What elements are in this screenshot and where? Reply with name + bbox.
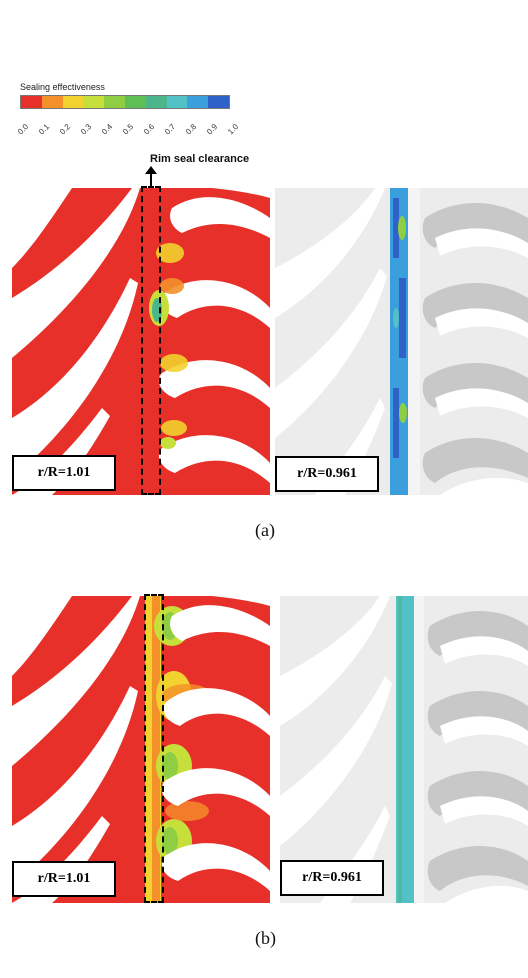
radius-label-a-left: r/R=1.01 (12, 455, 116, 491)
radius-label-b-left: r/R=1.01 (12, 861, 116, 897)
rim-seal-box-b (144, 594, 164, 903)
colorbar-segment (187, 96, 209, 108)
colorbar-segment (124, 96, 146, 108)
radius-label-a-right: r/R=0.961 (275, 456, 379, 492)
colorbar-segment (145, 96, 167, 108)
panel-a-geometry-plot (275, 188, 528, 495)
colorbar-tick-label: 1.0 (226, 122, 241, 137)
colorbar-segment (41, 96, 63, 108)
panel-b-contour: r/R=1.01 (12, 596, 270, 903)
colorbar-segment (21, 96, 42, 108)
colorbar-tick-label: 0.3 (79, 122, 94, 137)
colorbar-tick-label: 0.4 (100, 122, 115, 137)
colorbar-segment (83, 96, 105, 108)
panel-a-geometry: r/R=0.961 (275, 188, 528, 495)
colorbar-segment (166, 96, 188, 108)
colorbar-segment (208, 96, 229, 108)
colorbar-tick-label: 0.6 (142, 122, 157, 137)
colorbar-segment (104, 96, 125, 108)
colorbar-tick-label: 0.7 (163, 122, 178, 137)
colorbar-ticks: 0.0 0.1 0.2 0.3 0.4 0.5 0.6 0.7 0.8 0.9 1.0 (10, 114, 250, 138)
caption-a: (a) (255, 520, 275, 540)
colorbar-tick-label: 0.8 (184, 122, 199, 137)
colorbar (20, 95, 230, 109)
caption-b: (b) (255, 928, 276, 948)
colorbar-tick-label: 0.2 (58, 122, 73, 137)
panel-b-geometry: r/R=0.961 (280, 596, 528, 903)
colorbar-tick-label: 0.5 (121, 122, 136, 137)
legend-title: Sealing effectiveness (20, 82, 105, 92)
colorbar-tick-label: 0.1 (37, 122, 52, 137)
panel-b-geometry-plot (280, 596, 528, 903)
arrow-line (150, 172, 152, 192)
colorbar-tick-label: 0.9 (205, 122, 220, 137)
colorbar-segment (62, 96, 84, 108)
arrow-head-icon (145, 166, 157, 174)
rim-seal-box-a (141, 186, 161, 495)
rim-seal-label: Rim seal clearance (150, 153, 250, 165)
panel-b-contour-plot (12, 596, 270, 903)
colorbar-tick-label: 0.0 (16, 122, 31, 137)
radius-label-b-right: r/R=0.961 (280, 860, 384, 896)
